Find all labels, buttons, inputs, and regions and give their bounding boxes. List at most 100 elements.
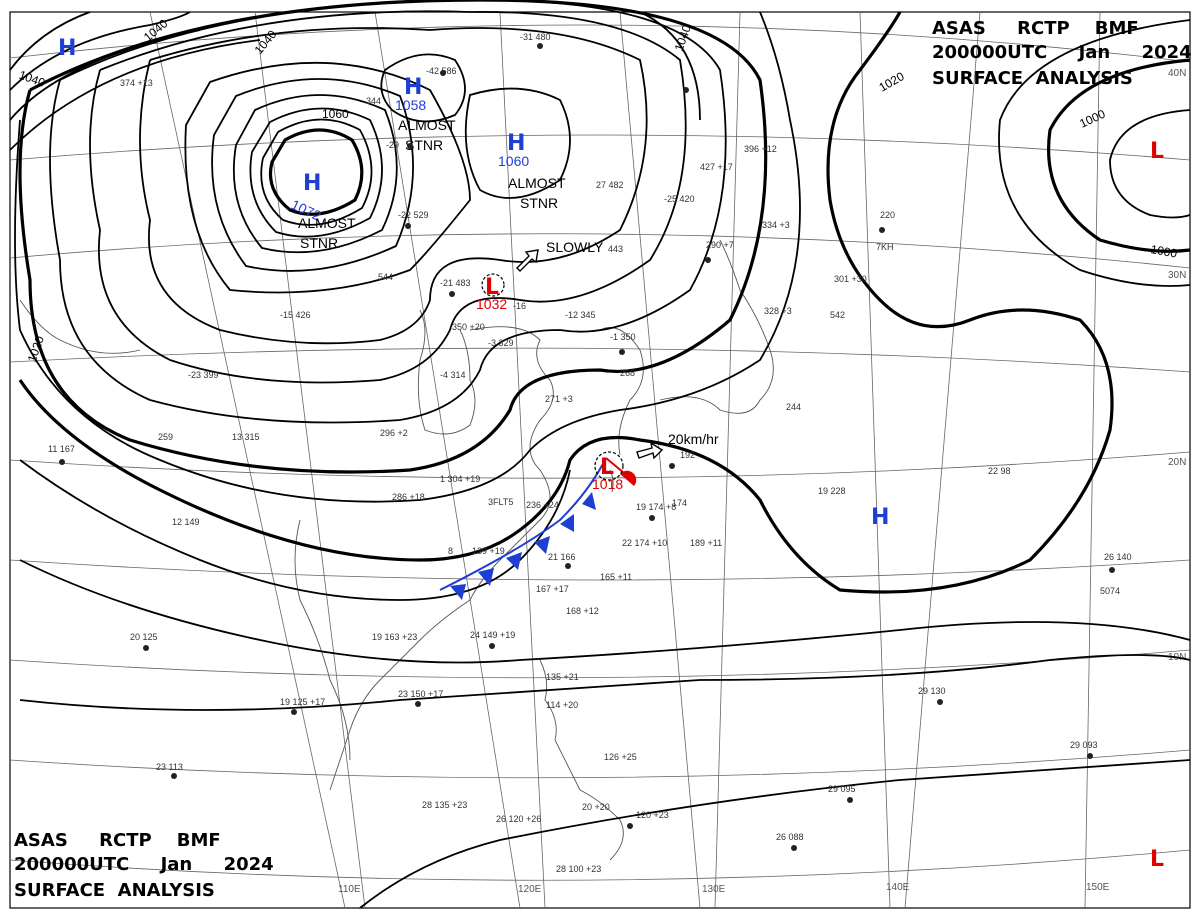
station-plot: 290 +7 [706,240,734,250]
movement-arrow-icon [636,441,664,460]
station-plot: 334 +3 [762,220,790,230]
lat-label: 40N [1168,68,1186,79]
station-plot: 167 +17 [536,584,569,594]
station-plot: -21 483 [440,278,471,288]
station-plot: 427 +17 [700,162,733,172]
high-symbol: H [58,36,76,61]
lon-label: 140E [886,882,910,893]
station-plot: 20 +20 [582,802,610,812]
station-plot: 126 +25 [604,752,637,762]
note-almost: ALMOST [298,215,356,231]
station-plot: 29 130 [918,686,946,696]
station-plot: -23 399 [188,370,219,380]
movement-arrow-icon [516,249,539,272]
station-markers [59,43,1115,851]
station-plot: 286 +18 [392,492,425,502]
station-plot: 22 98 [988,466,1011,476]
station-plot: 26 088 [776,832,804,842]
station-plot: 301 +30 [834,274,867,284]
lon-label: 130E [702,884,726,895]
station-plot: 174 [672,498,687,508]
station-plots: -31 480 -42 586 -29 -22 529 -21 483 -16 … [48,32,1132,874]
lon-label: 150E [1086,882,1110,893]
station-plot: -25 420 [664,194,695,204]
station-plot: 135 +21 [546,672,579,682]
station-plot: 192 [680,450,695,460]
station-plot: 120 +23 [636,810,669,820]
station-plot: 19 174 +8 [636,502,676,512]
isobar-label: 1060 [322,107,349,121]
lon-label: 120E [518,884,542,895]
lon-label: 110E [338,884,361,895]
station-plot: -1 350 [610,332,636,342]
station-plot: 544 [378,272,393,282]
note-stnr: STNR [520,195,558,211]
station-plot: 443 [608,244,623,254]
header-line-3: SURFACE ANALYSIS [14,880,215,901]
station-plot: -15 426 [280,310,311,320]
header-line-1: ASAS RCTP BMF [14,830,221,851]
header-line-2: 200000UTC Jan 2024 [14,854,274,875]
station-plot: 350 +20 [452,322,485,332]
station-plot: 19 163 +23 [372,632,417,642]
station-plot: -4 314 [440,370,466,380]
low-symbol: L [600,455,614,480]
station-plot: 189 +11 [690,538,722,548]
lat-label: 30N [1168,270,1186,281]
pressure-lows: L 1032 L 1018 L L [476,139,1164,872]
high-symbol: H [507,131,525,156]
station-plot: -3 329 [488,338,514,348]
note-stnr: STNR [300,235,338,251]
station-plot: 11 167 [48,444,75,454]
high-symbol: H [303,171,321,196]
station-plot: 268 [620,368,635,378]
station-plot: 22 174 +10 [622,538,667,548]
low-value: 1018 [592,476,623,492]
station-plot: 23 113 [156,762,183,772]
header-bottom-left: ASAS RCTP BMF 200000UTC Jan 2024 SURFACE… [14,830,274,901]
station-plot: 12 149 [172,517,200,527]
cold-front [439,457,607,600]
station-plot: 220 [880,210,895,220]
note-almost: ALMOST [398,117,456,133]
station-plot: -29 [386,140,399,150]
station-plot: 29 095 [828,784,856,794]
header-top-right: ASAS RCTP BMF 200000UTC Jan 2024 SURFACE… [932,18,1192,89]
station-plot: 5074 [1100,586,1120,596]
header-line-2: 200000UTC Jan 2024 [932,42,1192,63]
station-plot: 24 149 +19 [470,630,515,640]
station-plot: 26 120 +26 [496,814,541,824]
station-plot: 21 166 [548,552,576,562]
isobars [9,0,1191,909]
station-plot: 19 228 [818,486,846,496]
station-plot: -16 [513,301,526,311]
high-symbol: H [871,505,889,530]
low-symbol: L [485,275,499,300]
low-center-circle [594,451,624,481]
station-plot: 244 [786,402,801,412]
station-plot: 542 [830,310,845,320]
station-plot: 114 +20 [546,700,578,710]
station-plot: 20 125 [130,632,158,642]
station-plot: -12 345 [565,310,596,320]
movement-arrows [516,249,664,460]
low-center-circle [481,273,505,297]
station-plot: -22 529 [398,210,429,220]
station-plot: 296 +2 [380,428,408,438]
station-plot: 139 +19 [472,546,505,556]
station-plot: 27 482 [596,180,624,190]
high-value: 1058 [395,97,426,113]
station-plot: 344 [366,96,381,106]
station-plot: 259 [158,432,173,442]
station-plot: 3FLT5 [488,497,513,507]
station-plot: 28 135 +23 [422,800,467,810]
station-plot: 165 +11 [600,572,632,582]
station-plot: 236 +24 [526,500,559,510]
note-almost: ALMOST [508,175,566,191]
coastlines [19,239,774,861]
station-plot: -31 480 [520,32,551,42]
station-plot: 396 +12 [744,144,777,154]
station-plot: 29 093 [1070,740,1098,750]
